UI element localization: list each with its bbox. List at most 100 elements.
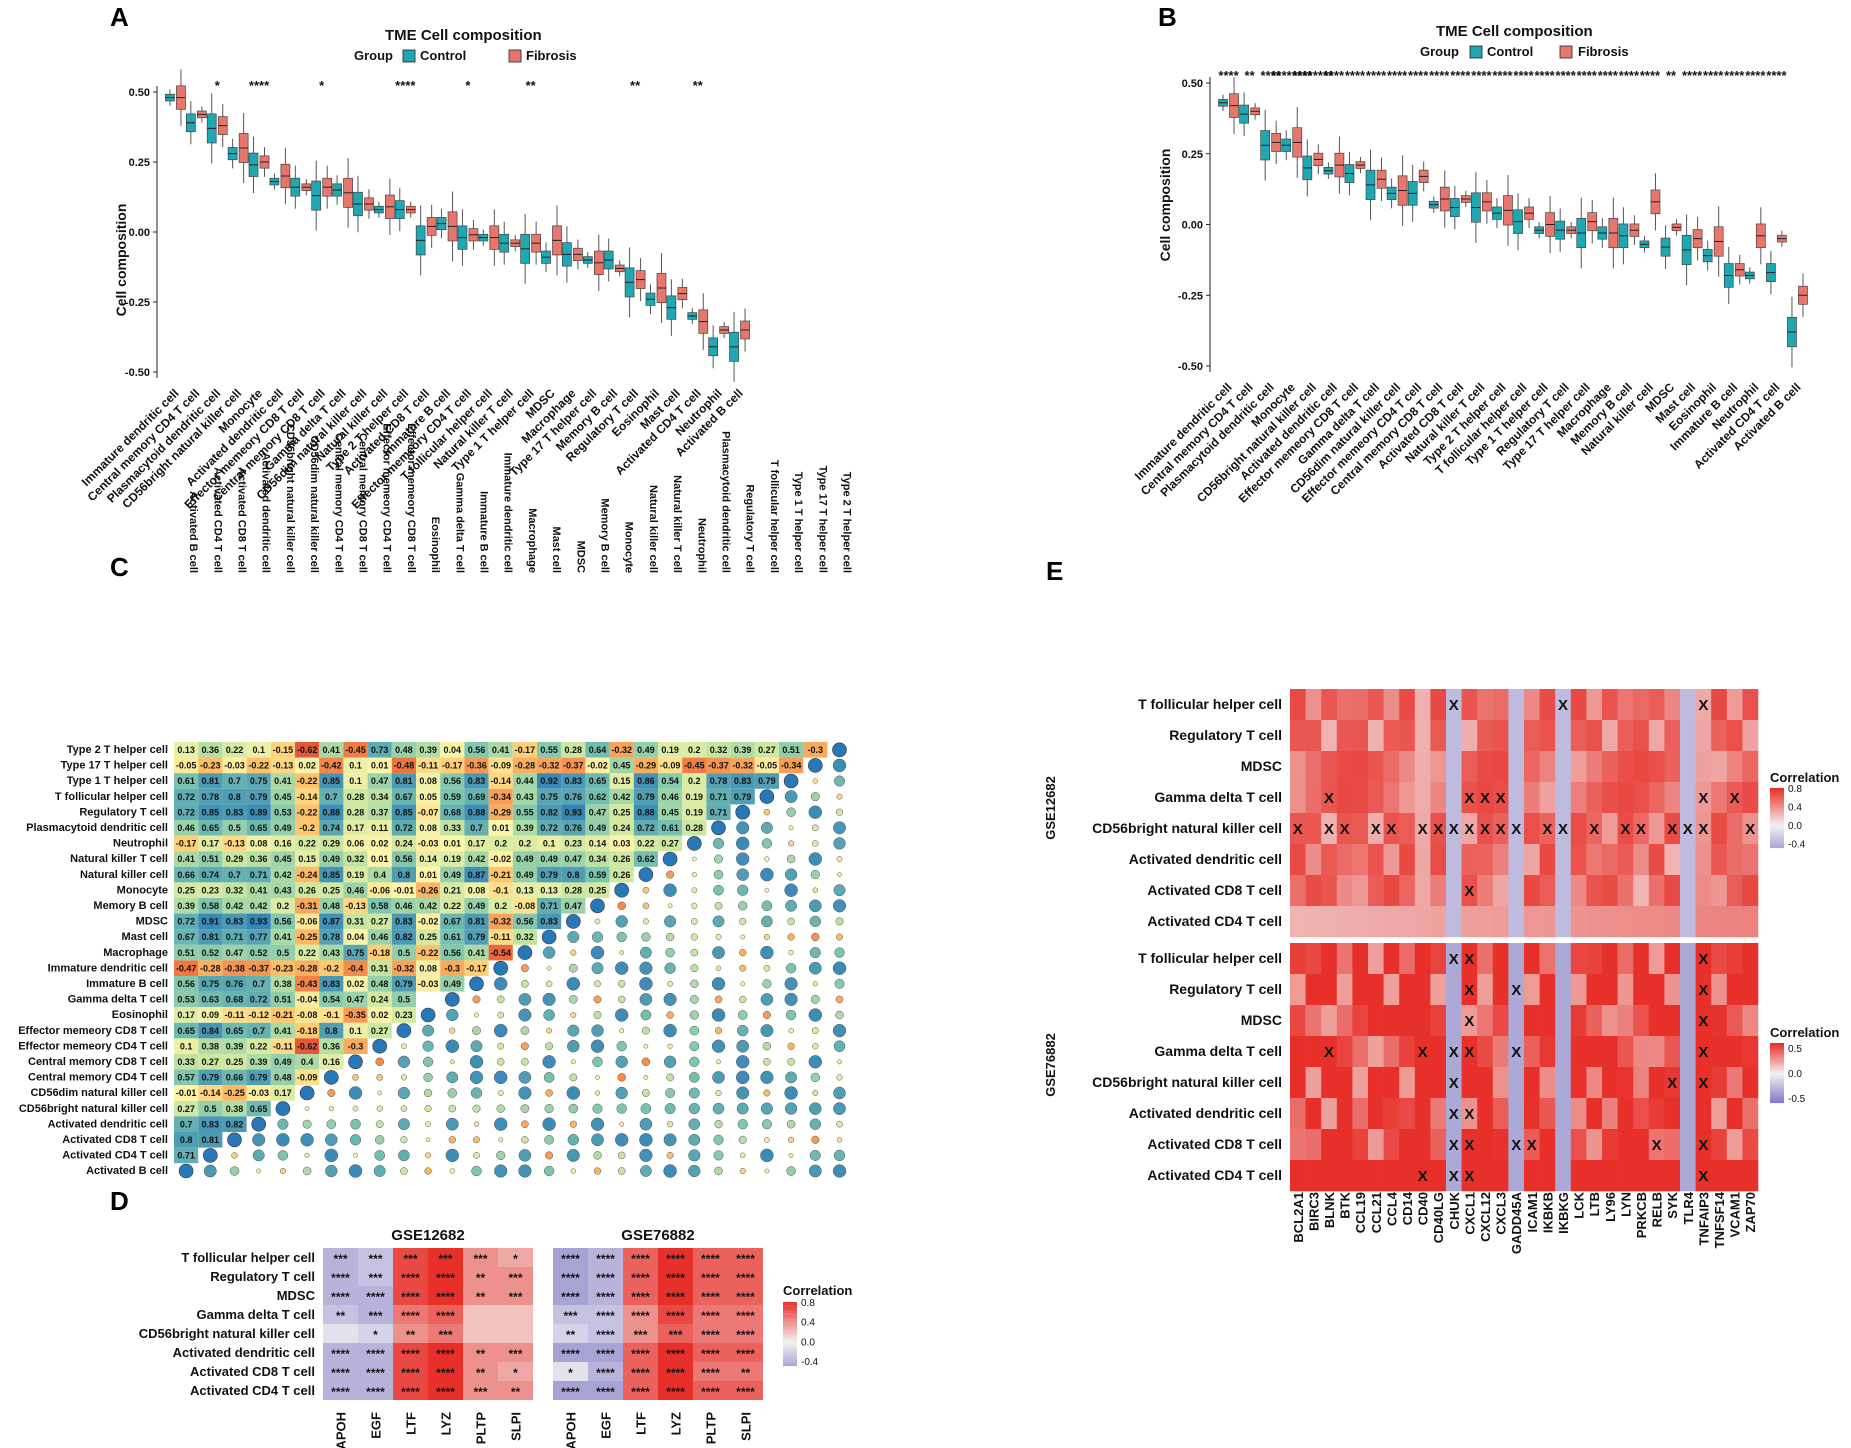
corr-dot [836, 1137, 843, 1143]
heat-cell [1508, 689, 1525, 721]
corr-value: 0.56 [516, 917, 534, 927]
heat-star: **** [561, 1290, 580, 1304]
heat-cell [1368, 1067, 1384, 1099]
corr-cell [270, 1054, 295, 1070]
heat-cell [1664, 875, 1681, 907]
corr-dot [809, 899, 822, 913]
heat-cell [693, 1343, 728, 1362]
panel-a-group-label: Group [354, 48, 393, 63]
legend-swatch [1770, 792, 1784, 795]
corr-dot [493, 977, 508, 991]
heat-cell [1430, 1129, 1447, 1161]
corr-dot [423, 1088, 433, 1098]
corr-value: 0.79 [758, 776, 776, 786]
corr-cell [633, 773, 658, 789]
heat-cell [1680, 751, 1696, 783]
corr-dot [543, 1072, 555, 1083]
corr-cell [512, 788, 537, 805]
corr-cell [343, 820, 368, 836]
corr-value: -0.07 [418, 807, 439, 817]
corr-value: -0.22 [418, 948, 439, 958]
corr-cell [416, 929, 441, 945]
heat-cell [1680, 1129, 1696, 1161]
corr-dot [592, 1103, 603, 1114]
heat-cell [1305, 813, 1322, 845]
corr-value: 0.44 [516, 776, 534, 786]
col-label: Type 2 T helper cell [841, 472, 853, 573]
heat-star: **** [736, 1252, 755, 1266]
heat-cell [1508, 1005, 1525, 1037]
heat-cell [1524, 751, 1540, 783]
corr-cell [246, 929, 271, 945]
corr-value: -0.21 [490, 870, 511, 880]
corr-cell [270, 851, 295, 867]
corr-value: 0.7 [180, 1119, 193, 1129]
heat-cell [1461, 689, 1478, 721]
heat-star: * [513, 1252, 518, 1266]
corr-cell [198, 1038, 223, 1054]
corr-value: 0.7 [228, 776, 241, 786]
corr-dot [567, 1134, 580, 1146]
heat-cell [1446, 943, 1462, 975]
corr-value: 0.49 [589, 823, 607, 833]
corr-cell [706, 804, 731, 820]
corr-cell [343, 882, 368, 898]
heat-cell [1399, 689, 1416, 721]
row-label: Regulatory T cell [79, 806, 168, 818]
corr-cell [512, 804, 537, 820]
heat-cell [1524, 1129, 1540, 1161]
corr-value: 0.67 [177, 932, 195, 942]
corr-value: 0.32 [710, 745, 728, 755]
row-label: Immature dendritic cell [48, 962, 168, 974]
corr-value: -0.24 [297, 870, 318, 880]
corr-dot [594, 1090, 601, 1096]
corr-cell [464, 882, 489, 898]
corr-dot [445, 1117, 459, 1131]
corr-dot [469, 1055, 484, 1069]
corr-value: 0.38 [274, 979, 292, 989]
corr-value: 0.72 [177, 807, 195, 817]
corr-value: 0.83 [468, 776, 486, 786]
heat-cell [1508, 1098, 1525, 1130]
legend-swatch [1770, 1053, 1784, 1056]
heat-cell [1383, 844, 1400, 876]
corr-value: 0.28 [347, 792, 365, 802]
panel-b-title: TME Cell composition [1436, 23, 1593, 40]
non-significant-mark: X [1324, 1044, 1334, 1061]
non-significant-mark: X [1449, 951, 1459, 968]
corr-cell [319, 773, 344, 789]
corr-cell [464, 804, 489, 820]
corr-cell [319, 742, 344, 758]
heat-cell [1602, 1098, 1618, 1130]
corr-dot [811, 1027, 819, 1034]
legend-swatch [1770, 1073, 1784, 1075]
heat-star: **** [631, 1271, 650, 1285]
heat-cell [1602, 1129, 1618, 1161]
col-label: CCL21 [1369, 1192, 1384, 1233]
heat-cell [1617, 1005, 1634, 1037]
corr-value: 0.84 [202, 1026, 220, 1036]
heat-cell [1617, 1098, 1634, 1130]
corr-cell [391, 1007, 416, 1023]
corr-value: 0.55 [540, 745, 558, 755]
corr-cell [246, 866, 271, 883]
corr-cell [367, 929, 392, 945]
heat-cell [1492, 844, 1509, 876]
corr-dot [545, 1151, 554, 1160]
corr-cell [198, 1069, 223, 1086]
corr-dot [542, 1055, 556, 1069]
corr-value: 0.19 [661, 745, 679, 755]
corr-dot [643, 1075, 649, 1080]
heat-star: **** [436, 1366, 455, 1380]
corr-cell [440, 866, 465, 883]
heat-star: *** [333, 1252, 347, 1266]
corr-value: 0.48 [274, 1073, 292, 1083]
col-label: Activated B cell [187, 491, 199, 573]
corr-cell [174, 742, 199, 758]
heat-cell [1602, 782, 1618, 814]
heat-cell [1383, 974, 1400, 1006]
heat-cell [588, 1362, 623, 1381]
corr-value: 0.1 [349, 761, 362, 771]
legend-swatch [783, 1332, 797, 1335]
row-label: Gamma delta T cell [1154, 789, 1282, 805]
